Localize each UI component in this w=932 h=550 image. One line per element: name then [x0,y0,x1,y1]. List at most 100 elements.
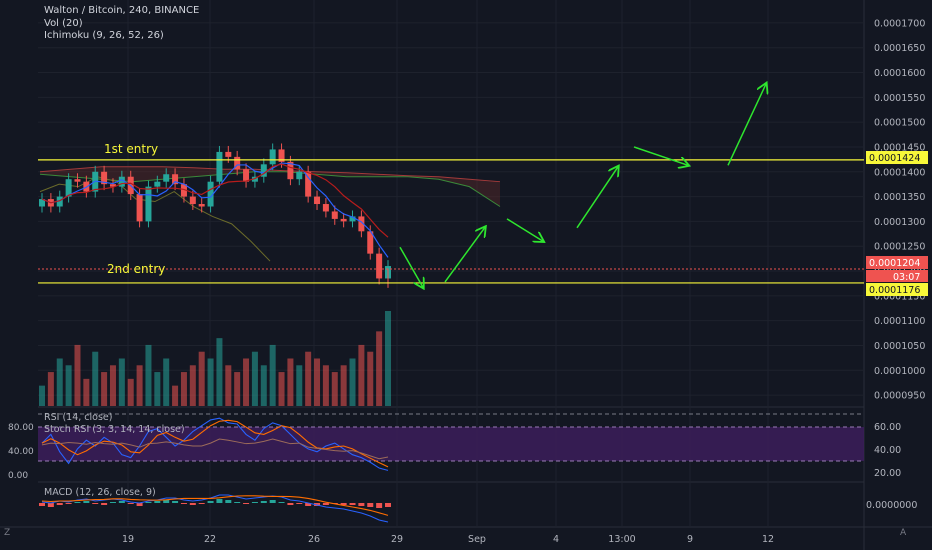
macd-histogram-bar [127,503,134,504]
price-tick-label: 0.0001600 [874,68,925,79]
rsi-panel [38,413,864,471]
macd-histogram-bar [260,501,267,503]
volume-bar [163,358,170,406]
volume-bar [136,365,143,406]
candle-body [198,204,205,207]
entry-1-price-tag: 0.0001424 [866,151,928,164]
volume-bar [92,351,99,406]
volume-bar [349,358,356,406]
candle-body [349,216,356,222]
svg-text:0.0001204: 0.0001204 [869,258,920,269]
volume-bar [207,358,214,406]
candle-body [207,181,214,207]
volume-bar [47,372,54,406]
price-tick-label: 0.0001250 [874,242,925,253]
macd-histogram-bar [322,503,329,505]
macd-histogram-bar [180,503,187,504]
macd-histogram-bar [189,503,196,505]
macd-histogram-bar [296,503,303,504]
candle-body [118,176,125,187]
candle-body [154,181,161,187]
projection-arrow [633,146,688,165]
volume-legend[interactable]: Vol (20) [44,18,83,29]
candle-body [172,174,179,185]
candle-body [101,171,108,185]
macd-histogram-bar [251,502,258,503]
volume-bar [198,351,205,406]
rsi-legend[interactable]: RSI (14, close) [44,412,113,423]
candle-body [225,151,232,157]
price-tick-label: 0.0001650 [874,43,925,54]
price-tick-label: 0.0001550 [874,93,925,104]
price-tick-label: 0.0001000 [874,366,925,377]
volume-bar [225,365,232,406]
svg-text:0.0001176: 0.0001176 [869,285,920,296]
candle-body [296,171,303,180]
volume-bar [83,378,90,406]
candle-body [287,161,294,180]
macd-histogram-bar [172,501,179,503]
projection-arrow [506,218,543,241]
stoch-rsi-legend[interactable]: Stoch RSI (3, 3, 14, 14, close) [44,424,185,435]
auto-scale-glyph[interactable]: A [900,528,907,538]
volume-bar [109,365,116,406]
entry-2-label: 2nd entry [107,262,165,276]
projection-arrows [399,84,766,287]
macd-legend[interactable]: MACD (12, 26, close, 9) [44,487,156,498]
svg-text:0.0001424: 0.0001424 [869,153,920,164]
volume-bar [260,365,267,406]
candle-body [358,216,365,232]
volume-bar [65,365,72,406]
price-tick-label: 0.0001400 [874,167,925,178]
entry-2-price-tag: 0.0001176 [866,283,928,296]
candle-body [269,149,276,165]
rsi-right-tick-20: 20.00 [874,468,901,479]
volume-bars [39,311,391,406]
volume-bar [251,351,258,406]
macd-histogram-bar [305,503,312,506]
price-tick-label: 0.0001300 [874,217,925,228]
volume-bar [216,338,223,406]
macd-histogram-bar [269,500,276,503]
volume-bar [331,372,338,406]
zoom-glyph[interactable]: Z [4,528,11,538]
volume-bar [118,358,125,406]
macd-histogram-bar [278,502,285,503]
volume-bar [278,372,285,406]
candle-body [243,169,250,182]
rsi-right-tick-60: 60.00 [874,422,901,433]
time-tick-label: Sep [468,534,486,545]
time-tick-label: 19 [122,534,134,545]
macd-histogram-bar [47,503,54,507]
volume-bar [296,365,303,406]
chart-title: Walton / Bitcoin, 240, BINANCE [44,5,200,16]
projection-arrow [444,227,485,283]
macd-histogram-bar [234,502,241,503]
macd-histogram-bar [198,503,205,504]
price-axis[interactable]: 0.0001700 0.0001650 0.0001600 0.0001550 0.00… [874,18,925,401]
macd-zero-tick: 0.0000000 [866,500,917,511]
candle-body [376,253,383,279]
price-tick-label: 0.0001500 [874,118,925,129]
entry-1-label: 1st entry [104,142,158,156]
candlesticks [39,143,391,288]
macd-histogram-bar [207,501,214,503]
volume-bar [172,385,179,406]
price-tick-label: 0.0001100 [874,316,925,327]
volume-bar [367,351,374,406]
candle-body [109,184,116,187]
volume-bar [340,365,347,406]
candle-body [278,149,285,162]
candle-body [367,231,374,254]
volume-bar [56,358,63,406]
time-axis[interactable]: 19 22 26 29 Sep 4 13:00 9 12 [122,534,774,545]
signal-line [41,495,389,516]
ichimoku-legend[interactable]: Ichimoku (9, 26, 52, 26) [44,30,164,41]
volume-bar [287,358,294,406]
candle-body [331,211,338,219]
candle-body [314,196,321,205]
macd-histogram-bar [109,502,116,503]
volume-bar [385,311,391,406]
volume-bar [314,358,321,406]
